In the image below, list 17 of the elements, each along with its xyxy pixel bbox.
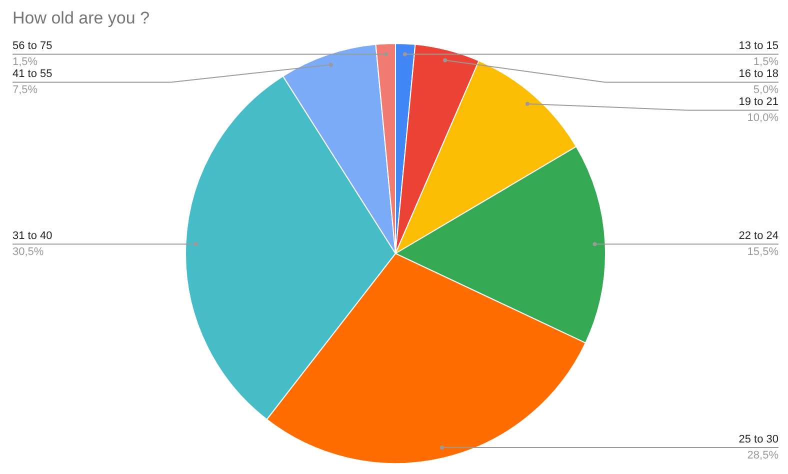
slice-label: 41 to 55 [12,68,52,80]
data-label: 15,5% [747,246,779,258]
data-label: 30,5% [12,246,44,258]
slice-label: 19 to 21 [738,96,779,108]
slice-label: 22 to 24 [738,230,779,242]
slice-label: 56 to 75 [12,40,52,52]
slice-label: 25 to 30 [738,433,779,446]
data-label: 7,5% [12,84,38,96]
chart-title: How old are you ? [12,8,150,28]
data-label: 28,5% [747,449,779,462]
data-label: 1,5% [12,56,38,68]
data-label: 10,0% [747,112,779,124]
data-label: 1,5% [753,56,779,68]
slice-label: 13 to 15 [738,40,779,52]
data-label: 5,0% [753,84,779,96]
slice-label: 31 to 40 [12,230,52,242]
slice-label: 16 to 18 [738,68,779,80]
